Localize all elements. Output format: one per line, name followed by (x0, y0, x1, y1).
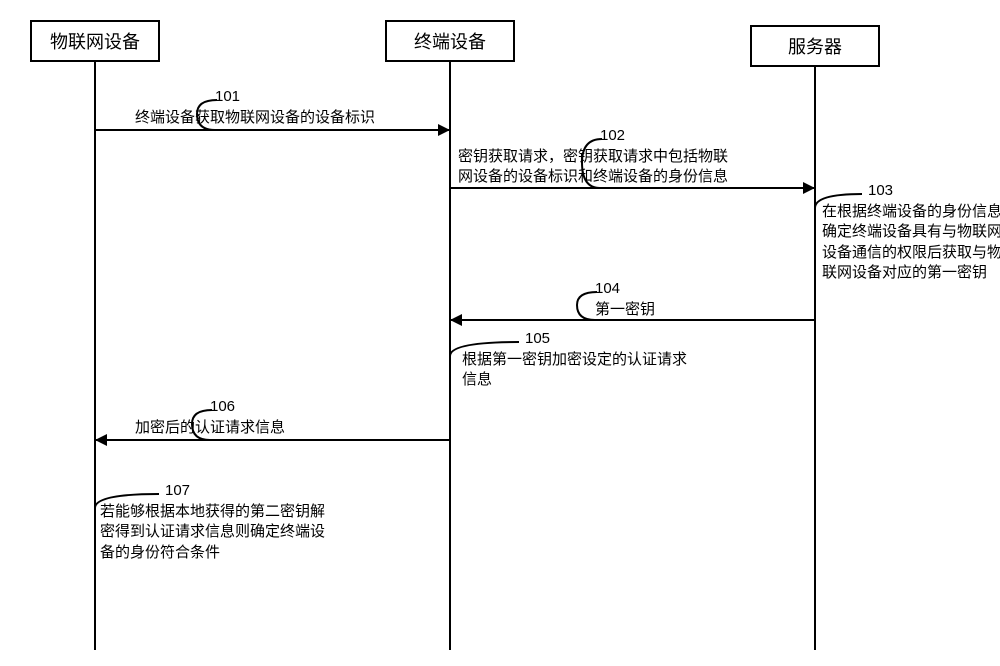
msg-106-arrow (95, 434, 107, 446)
actor-iot-label: 物联网设备 (50, 28, 140, 54)
lifeline-server (814, 67, 816, 650)
msg-106-text: 加密后的认证请求信息 (135, 418, 285, 438)
note-103-text: 在根据终端设备的身份信息 确定终端设备具有与物联网 设备通信的权限后获取与物 联… (822, 202, 1000, 283)
msg-101-arrow (438, 124, 450, 136)
lifeline-iot (94, 62, 96, 650)
msg-106-line (95, 439, 450, 441)
msg-101-text: 终端设备获取物联网设备的设备标识 (135, 108, 375, 128)
msg-104-text: 第一密钥 (595, 300, 655, 320)
actor-server-label: 服务器 (788, 33, 842, 59)
msg-101-line (95, 129, 450, 131)
note-105-text: 根据第一密钥加密设定的认证请求 信息 (462, 350, 687, 391)
actor-server: 服务器 (750, 25, 880, 67)
msg-102-text: 密钥获取请求，密钥获取请求中包括物联 网设备的设备标识和终端设备的身份信息 (458, 147, 728, 188)
sequence-diagram: 物联网设备终端设备服务器101终端设备获取物联网设备的设备标识102密钥获取请求… (0, 0, 1000, 666)
actor-terminal-label: 终端设备 (414, 28, 486, 54)
actor-terminal: 终端设备 (385, 20, 515, 62)
msg-104-arrow (450, 314, 462, 326)
actor-iot: 物联网设备 (30, 20, 160, 62)
note-107-text: 若能够根据本地获得的第二密钥解 密得到认证请求信息则确定终端设 备的身份符合条件 (100, 502, 325, 563)
